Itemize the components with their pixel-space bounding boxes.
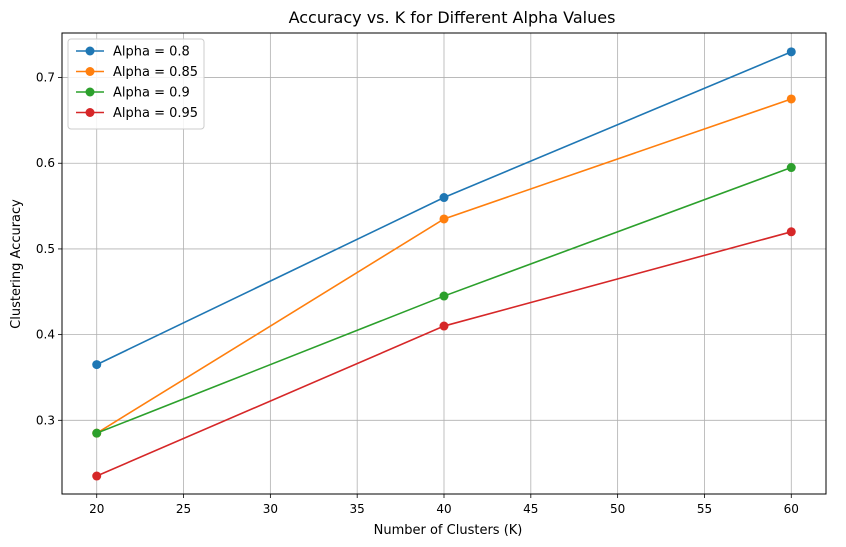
data-point: [439, 321, 449, 331]
legend-label: Alpha = 0.8: [113, 45, 190, 60]
legend-marker: [85, 87, 95, 97]
data-point: [92, 360, 102, 370]
series: [92, 227, 796, 481]
legend-marker: [85, 67, 95, 76]
data-point: [439, 291, 449, 301]
x-axis-label: Number of Clusters (K): [374, 523, 523, 538]
data-point: [786, 163, 796, 173]
data-point: [786, 94, 796, 104]
x-tick-label: 30: [263, 502, 278, 516]
legend-item: Alpha = 0.85: [76, 65, 198, 80]
y-tick-label: 0.7: [36, 71, 55, 85]
y-axis-label: Clustering Accuracy: [9, 199, 24, 329]
legend-item: Alpha = 0.9: [76, 86, 190, 101]
data-point: [786, 227, 796, 237]
legend-label: Alpha = 0.9: [113, 86, 190, 101]
y-tick-label: 0.4: [36, 328, 55, 342]
y-tick-label: 0.6: [36, 156, 55, 170]
data-point: [439, 193, 449, 203]
chart-title: Accuracy vs. K for Different Alpha Value…: [289, 8, 616, 27]
x-tick-label: 45: [523, 502, 538, 516]
y-tick-label: 0.5: [36, 242, 55, 256]
x-tick-label: 35: [350, 502, 365, 516]
legend-marker: [85, 46, 95, 56]
series: [92, 47, 796, 370]
x-tick-label: 40: [436, 502, 451, 516]
legend-box: [67, 38, 205, 130]
legend-marker: [85, 108, 95, 117]
series: [92, 163, 796, 438]
x-tick-label: 20: [89, 502, 104, 516]
legend-label: Alpha = 0.95: [113, 106, 198, 121]
x-tick-label: 50: [610, 502, 625, 516]
legend-item: Alpha = 0.95: [76, 106, 198, 121]
data-point: [439, 214, 449, 224]
legend: Alpha = 0.8 Alpha = 0.85 Alpha = 0.9 Alpha …: [67, 38, 205, 130]
x-tick-label: 60: [784, 502, 799, 516]
x-tick-label: 55: [697, 502, 712, 516]
series-layer: [92, 47, 796, 481]
x-axis-ticks: 20 25 30 35 40 45 50 55 60: [89, 494, 799, 516]
data-point: [92, 471, 102, 481]
legend-item: Alpha = 0.8: [76, 45, 190, 60]
y-axis-ticks: 0.3 0.4 0.5 0.6 0.7: [36, 71, 62, 427]
data-point: [92, 428, 102, 438]
data-point: [786, 47, 796, 57]
legend-label: Alpha = 0.85: [113, 65, 198, 80]
x-tick-label: 25: [176, 502, 191, 516]
y-tick-label: 0.3: [36, 413, 55, 427]
